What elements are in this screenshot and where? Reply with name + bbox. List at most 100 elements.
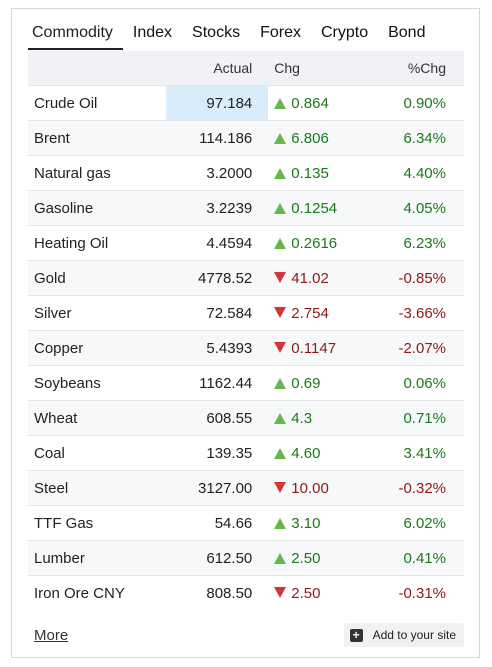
change-value: 4.60 bbox=[291, 444, 321, 462]
change-value: 4.3 bbox=[291, 409, 313, 427]
commodity-name[interactable]: Heating Oil bbox=[28, 225, 166, 261]
pct-change-value: -3.66% bbox=[372, 295, 464, 331]
pct-change-value: 0.06% bbox=[372, 365, 464, 401]
actual-value: 5.4393 bbox=[165, 330, 269, 366]
add-to-site-button[interactable]: + Add to your site bbox=[343, 623, 464, 647]
change-cell: 10.00 bbox=[268, 470, 373, 506]
table-header-row: Actual Chg %Chg bbox=[28, 51, 464, 86]
change-value: 10.00 bbox=[291, 479, 329, 497]
commodity-name[interactable]: Brent bbox=[28, 120, 166, 156]
arrow-down-icon bbox=[274, 341, 287, 353]
change-cell: 41.02 bbox=[268, 260, 373, 296]
arrow-up-icon bbox=[274, 377, 287, 389]
commodity-name[interactable]: Iron Ore CNY bbox=[28, 575, 166, 610]
actual-value: 4778.52 bbox=[165, 260, 269, 296]
change-cell: 3.10 bbox=[268, 505, 373, 541]
change-cell: 0.1254 bbox=[268, 190, 373, 226]
arrow-up-icon bbox=[274, 202, 287, 214]
change-value: 0.135 bbox=[291, 164, 329, 182]
table-row[interactable]: Natural gas 3.2000 0.135 4.40% bbox=[28, 155, 464, 191]
change-cell: 2.754 bbox=[268, 295, 373, 331]
arrow-down-icon bbox=[274, 586, 287, 598]
arrow-up-icon bbox=[274, 97, 287, 109]
table-row[interactable]: Soybeans 1162.44 0.69 0.06% bbox=[28, 365, 464, 401]
tab-crypto[interactable]: Crypto bbox=[320, 24, 369, 41]
change-cell: 4.60 bbox=[268, 435, 373, 471]
change-cell: 0.1147 bbox=[268, 330, 373, 366]
table-row[interactable]: Wheat 608.55 4.3 0.71% bbox=[28, 400, 464, 436]
arrow-down-icon bbox=[274, 481, 287, 493]
arrow-up-icon bbox=[274, 447, 287, 459]
actual-value: 608.55 bbox=[165, 400, 269, 436]
actual-value: 3.2000 bbox=[165, 155, 269, 191]
tab-bond[interactable]: Bond bbox=[388, 24, 426, 41]
commodity-name[interactable]: Coal bbox=[28, 435, 166, 471]
change-cell: 0.69 bbox=[268, 365, 373, 401]
table-row[interactable]: Crude Oil 97.184 0.864 0.90% bbox=[28, 85, 464, 121]
quotes-table: Actual Chg %Chg Crude Oil 97.184 0.864 0.90… bbox=[28, 51, 464, 610]
table-row[interactable]: Lumber 612.50 2.50 0.41% bbox=[28, 540, 464, 576]
change-cell: 4.3 bbox=[268, 400, 373, 436]
pct-change-value: 0.71% bbox=[372, 400, 464, 436]
table-row[interactable]: TTF Gas 54.66 3.10 6.02% bbox=[28, 505, 464, 541]
table-row[interactable]: Heating Oil 4.4594 0.2616 6.23% bbox=[28, 225, 464, 261]
tab-forex[interactable]: Forex bbox=[260, 24, 301, 41]
commodity-name[interactable]: Gasoline bbox=[28, 190, 166, 226]
header-name bbox=[28, 51, 166, 86]
commodity-name[interactable]: Wheat bbox=[28, 400, 166, 436]
commodity-name[interactable]: Soybeans bbox=[28, 365, 166, 401]
tab-stocks[interactable]: Stocks bbox=[192, 24, 241, 41]
actual-value: 1162.44 bbox=[165, 365, 269, 401]
commodity-name[interactable]: Crude Oil bbox=[28, 85, 166, 121]
change-value: 3.10 bbox=[291, 514, 321, 532]
actual-value: 97.184 bbox=[165, 85, 269, 121]
change-cell: 6.806 bbox=[268, 120, 373, 156]
table-row[interactable]: Gold 4778.52 41.02 -0.85% bbox=[28, 260, 464, 296]
pct-change-value: 0.41% bbox=[372, 540, 464, 576]
arrow-down-icon bbox=[274, 306, 287, 318]
pct-change-value: -0.31% bbox=[372, 575, 464, 610]
pct-change-value: -0.85% bbox=[372, 260, 464, 296]
actual-value: 612.50 bbox=[165, 540, 269, 576]
commodity-name[interactable]: Silver bbox=[28, 295, 166, 331]
tab-index[interactable]: Index bbox=[132, 24, 173, 41]
arrow-up-icon bbox=[274, 517, 287, 529]
change-value: 2.50 bbox=[291, 549, 321, 567]
quotes-body: Crude Oil 97.184 0.864 0.90% Brent 114.186 6.8… bbox=[28, 85, 464, 610]
tab-commodity[interactable]: Commodity bbox=[28, 19, 123, 57]
arrow-up-icon bbox=[274, 552, 287, 564]
commodity-name[interactable]: Natural gas bbox=[28, 155, 166, 191]
change-value: 0.2616 bbox=[291, 234, 338, 252]
actual-value: 3127.00 bbox=[165, 470, 269, 506]
header-pct-chg: %Chg bbox=[372, 51, 464, 86]
commodity-widget: Commodity Index Stocks Forex Crypto Bond… bbox=[11, 8, 480, 658]
table-row[interactable]: Gasoline 3.2239 0.1254 4.05% bbox=[28, 190, 464, 226]
actual-value: 4.4594 bbox=[165, 225, 269, 261]
change-value: 2.754 bbox=[291, 304, 329, 322]
market-tabs: Commodity Index Stocks Forex Crypto Bond bbox=[28, 19, 435, 57]
widget-footer: More + Add to your site bbox=[28, 621, 464, 651]
commodity-name[interactable]: Lumber bbox=[28, 540, 166, 576]
commodity-name[interactable]: Gold bbox=[28, 260, 166, 296]
table-row[interactable]: Silver 72.584 2.754 -3.66% bbox=[28, 295, 464, 331]
commodity-name[interactable]: Steel bbox=[28, 470, 166, 506]
commodity-name[interactable]: TTF Gas bbox=[28, 505, 166, 541]
header-chg: Chg bbox=[268, 51, 373, 86]
pct-change-value: 6.23% bbox=[372, 225, 464, 261]
table-row[interactable]: Steel 3127.00 10.00 -0.32% bbox=[28, 470, 464, 506]
pct-change-value: 4.05% bbox=[372, 190, 464, 226]
table-row[interactable]: Iron Ore CNY 808.50 2.50 -0.31% bbox=[28, 575, 464, 610]
actual-value: 114.186 bbox=[165, 120, 269, 156]
table-row[interactable]: Copper 5.4393 0.1147 -2.07% bbox=[28, 330, 464, 366]
pct-change-value: 6.34% bbox=[372, 120, 464, 156]
add-to-site-label: Add to your site bbox=[372, 628, 456, 642]
change-value: 2.50 bbox=[291, 584, 321, 602]
pct-change-value: -0.32% bbox=[372, 470, 464, 506]
actual-value: 3.2239 bbox=[165, 190, 269, 226]
change-value: 0.69 bbox=[291, 374, 321, 392]
table-row[interactable]: Brent 114.186 6.806 6.34% bbox=[28, 120, 464, 156]
more-link[interactable]: More bbox=[34, 627, 69, 644]
table-row[interactable]: Coal 139.35 4.60 3.41% bbox=[28, 435, 464, 471]
actual-value: 54.66 bbox=[165, 505, 269, 541]
commodity-name[interactable]: Copper bbox=[28, 330, 166, 366]
